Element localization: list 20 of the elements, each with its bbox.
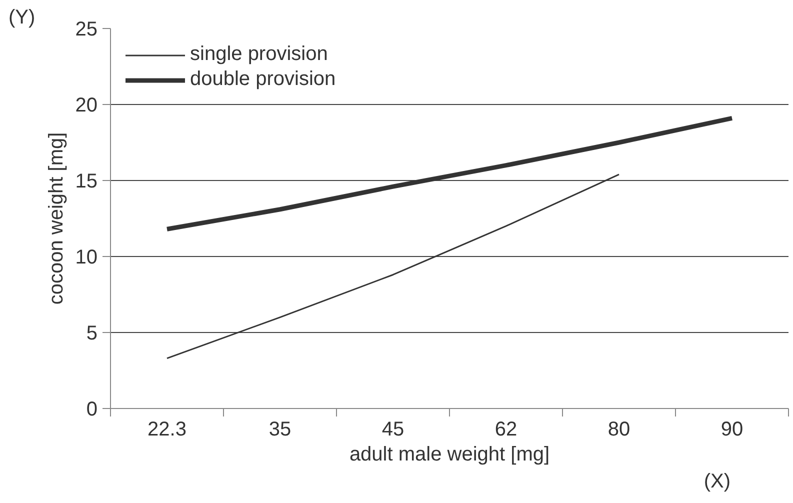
x-tick-label: 22.3	[148, 418, 186, 440]
legend-label: double provision	[190, 68, 336, 91]
text: (Y)	[8, 6, 36, 28]
y-tick-label: 5	[86, 322, 98, 344]
y-tick-label: 10	[75, 246, 98, 268]
x-tick-label: 80	[608, 418, 630, 440]
line-series	[164, 116, 734, 232]
text: (X)	[704, 470, 731, 492]
x-tick-label: 90	[720, 418, 744, 440]
x-axis-title: adult male weight [mg]	[349, 444, 550, 466]
y-tick-label: 20	[75, 94, 98, 116]
y-tick-label: 15	[75, 170, 98, 192]
x-tick-label: 45	[382, 418, 404, 440]
y-tick-label: 25	[75, 18, 98, 40]
x-tick-label: 35	[268, 418, 292, 440]
line-series	[166, 174, 620, 360]
legend-label: single provision	[190, 43, 328, 66]
x-tick-label: 62	[494, 418, 518, 440]
y-axis-title: cocoon weight [mg]	[45, 132, 68, 305]
y-tick-label: 0	[86, 398, 98, 420]
